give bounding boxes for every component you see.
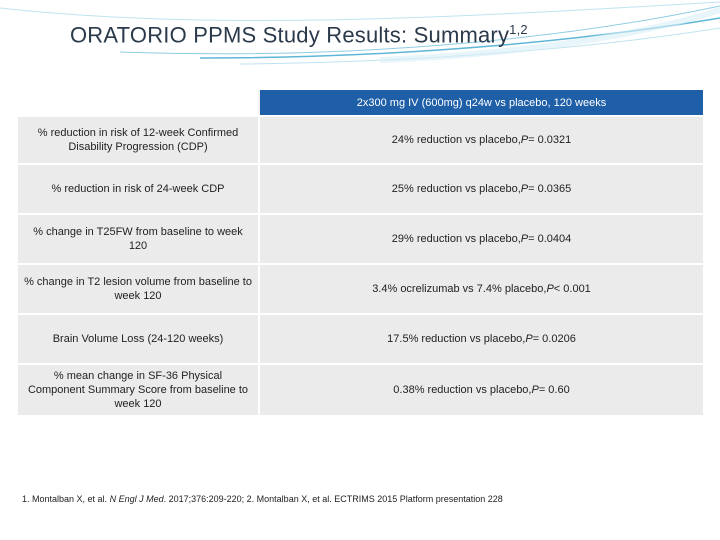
- row-label: % change in T25FW from baseline to week …: [18, 215, 260, 263]
- table-header-blank: [18, 90, 258, 115]
- page-title-text: ORATORIO PPMS Study Results: Summary: [70, 22, 510, 48]
- references-footnote: 1. Montalban X, et al. N Engl J Med. 201…: [22, 494, 503, 504]
- results-table: 2x300 mg IV (600mg) q24w vs placebo, 120…: [18, 90, 703, 415]
- row-label: Brain Volume Loss (24-120 weeks): [18, 315, 260, 363]
- page-title: ORATORIO PPMS Study Results: Summary1,2: [70, 22, 528, 48]
- table-row: % change in T2 lesion volume from baseli…: [18, 263, 703, 313]
- row-value: 24% reduction vs placebo, P = 0.0321: [260, 117, 703, 163]
- row-value: 3.4% ocrelizumab vs 7.4% placebo, P < 0.…: [260, 265, 703, 313]
- table-row: % change in T25FW from baseline to week …: [18, 213, 703, 263]
- header-swoosh-decoration: [0, 1, 720, 65]
- title-superscript: 1,2: [509, 22, 528, 37]
- row-label: % reduction in risk of 12-week Confirmed…: [18, 117, 260, 163]
- table-row: % reduction in risk of 12-week Confirmed…: [18, 115, 703, 163]
- table-row: Brain Volume Loss (24-120 weeks) 17.5% r…: [18, 313, 703, 363]
- table-header-row: 2x300 mg IV (600mg) q24w vs placebo, 120…: [18, 90, 703, 115]
- row-label: % mean change in SF-36 Physical Componen…: [18, 365, 260, 415]
- row-value: 25% reduction vs placebo, P = 0.0365: [260, 165, 703, 213]
- table-row: % reduction in risk of 24-week CDP 25% r…: [18, 163, 703, 213]
- row-label: % reduction in risk of 24-week CDP: [18, 165, 260, 213]
- row-label: % change in T2 lesion volume from baseli…: [18, 265, 260, 313]
- row-value: 0.38% reduction vs placebo, P = 0.60: [260, 365, 703, 415]
- row-value: 17.5% reduction vs placebo, P = 0.0206: [260, 315, 703, 363]
- table-row: % mean change in SF-36 Physical Componen…: [18, 363, 703, 415]
- row-value: 29% reduction vs placebo, P = 0.0404: [260, 215, 703, 263]
- table-column-header: 2x300 mg IV (600mg) q24w vs placebo, 120…: [260, 90, 703, 115]
